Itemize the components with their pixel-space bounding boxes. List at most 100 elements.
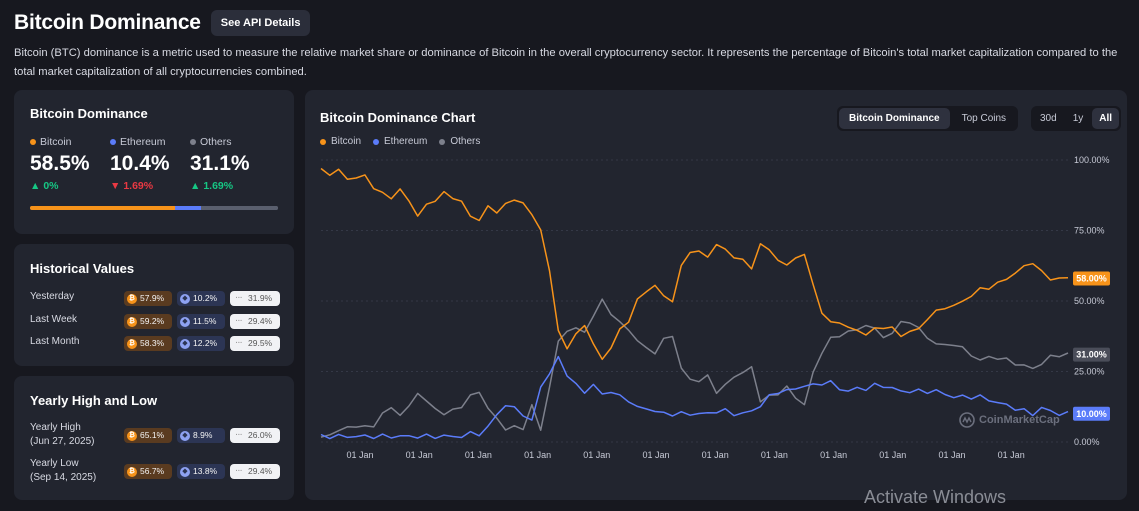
x-tick-label: 01 Jan <box>761 450 788 460</box>
btc-pill: ₿ 59.2% <box>124 314 172 329</box>
ethereum-icon: ◆ <box>180 338 190 349</box>
historical-row: Last Month ₿ 58.3% ◆ 12.2% ··· 29.5% <box>30 336 280 351</box>
eth-pill: ◆ 10.2% <box>177 291 225 306</box>
dominance-chart-card: Bitcoin Dominance Chart Bitcoin Ethereum… <box>305 90 1127 500</box>
chart-title: Bitcoin Dominance Chart <box>320 110 476 125</box>
range-1y[interactable]: 1y <box>1072 113 1084 124</box>
ethereum-icon: ◆ <box>180 316 190 327</box>
see-api-details-button[interactable]: See API Details <box>210 10 311 36</box>
dominance-name: Bitcoin <box>40 136 72 148</box>
btc-value: 58.3% <box>140 338 165 348</box>
chart-view-toggle: Bitcoin Dominance Top Coins <box>837 106 1019 131</box>
watermark-text: CoinMarketCap <box>979 414 1060 426</box>
x-tick-label: 01 Jan <box>406 450 433 460</box>
x-tick-label: 01 Jan <box>465 450 492 460</box>
dominance-change-value: 1.69% <box>123 180 154 192</box>
yearly-row: Yearly High (Jun 27, 2025) ₿ 65.1% ◆ 8.9% … <box>30 421 280 449</box>
others-dot-icon <box>190 139 196 145</box>
bitcoin-icon: ₿ <box>127 293 137 304</box>
btc-pill: ₿ 57.9% <box>124 291 172 306</box>
eth-pill: ◆ 8.9% <box>177 428 225 443</box>
bitcoin-icon: ₿ <box>127 338 137 349</box>
dominance-change-value: 1.69% <box>203 180 234 192</box>
btc-value: 56.7% <box>140 466 165 476</box>
last-value-label: 10.00% <box>1076 409 1107 419</box>
tab-top-coins[interactable]: Top Coins <box>961 113 1007 124</box>
legend-ethereum[interactable]: Ethereum <box>373 136 427 147</box>
historical-row: Yesterday ₿ 57.9% ◆ 10.2% ··· 31.9% <box>30 291 280 306</box>
eth-value: 12.2% <box>193 338 218 348</box>
bitcoin-dot-icon <box>320 138 326 145</box>
dominance-ethereum: Ethereum 10.4% ▼ 1.69% <box>110 136 170 192</box>
legend-label: Bitcoin <box>331 136 362 147</box>
yearly-high-low-card: Yearly High and Low Yearly High (Jun 27,… <box>14 376 294 500</box>
y-tick-label: 75.00% <box>1074 226 1105 236</box>
eth-pill: ◆ 13.8% <box>177 464 225 479</box>
dominance-change-value: 0% <box>43 180 59 192</box>
bitcoin-share-segment <box>30 206 176 210</box>
ellipsis-icon: ··· <box>235 432 243 439</box>
chart-range-toggle: 30d 1y All <box>1031 106 1122 131</box>
dominance-line-chart: 100.00% 75.00% 50.00% 25.00% 0.00% 01 Jan 01 J… <box>320 155 1110 460</box>
historical-row-label: Last Month <box>30 336 80 347</box>
ethereum-dot-icon <box>110 139 116 145</box>
last-value-label: 31.00% <box>1076 350 1107 360</box>
others-value: 31.9% <box>248 293 273 303</box>
range-all[interactable]: All <box>1092 108 1120 129</box>
series-line-bitcoin <box>320 167 1069 361</box>
caret-down-icon: ▼ <box>110 180 121 192</box>
ethereum-dot-icon <box>373 138 380 145</box>
caret-up-icon: ▲ <box>190 180 201 192</box>
others-pill: ··· 29.5% <box>230 336 280 351</box>
legend-label: Ethereum <box>384 136 428 147</box>
ellipsis-icon: ··· <box>235 340 243 347</box>
bitcoin-icon: ₿ <box>127 316 137 327</box>
others-pill: ··· 29.4% <box>230 314 280 329</box>
x-tick-label: 01 Jan <box>702 450 729 460</box>
historical-row: Last Week ₿ 59.2% ◆ 11.5% ··· 29.4% <box>30 314 280 329</box>
dominance-card-title: Bitcoin Dominance <box>30 106 148 121</box>
page-title: Bitcoin Dominance <box>14 11 201 34</box>
btc-value: 57.9% <box>140 293 165 303</box>
activate-windows-overlay: Activate Windows <box>864 487 1007 507</box>
ethereum-share-segment <box>175 206 201 210</box>
x-tick-label: 01 Jan <box>583 450 610 460</box>
dominance-value: 58.5% <box>30 152 90 175</box>
y-tick-label: 100.00% <box>1074 155 1110 165</box>
ethereum-icon: ◆ <box>180 293 190 304</box>
y-tick-label: 25.00% <box>1074 367 1105 377</box>
caret-up-icon: ▲ <box>30 180 41 192</box>
historical-values-title: Historical Values <box>30 261 135 276</box>
btc-pill: ₿ 58.3% <box>124 336 172 351</box>
legend-bitcoin[interactable]: Bitcoin <box>320 136 361 147</box>
eth-value: 13.8% <box>193 466 218 476</box>
eth-value: 8.9% <box>193 430 213 440</box>
dominance-change: ▲ 0% <box>30 180 90 192</box>
others-dot-icon <box>439 138 446 145</box>
tab-bitcoin-dominance[interactable]: Bitcoin Dominance <box>839 108 950 129</box>
eth-pill: ◆ 12.2% <box>177 336 225 351</box>
chart-legend: Bitcoin Ethereum Others <box>320 136 480 147</box>
x-tick-label: 01 Jan <box>820 450 847 460</box>
page-description: Bitcoin (BTC) dominance is a metric used… <box>14 47 1118 78</box>
ethereum-icon: ◆ <box>180 466 190 477</box>
y-tick-label: 50.00% <box>1074 296 1105 306</box>
ellipsis-icon: ··· <box>235 295 243 302</box>
series-line-ethereum <box>320 355 1069 440</box>
historical-row-label: Yesterday <box>30 291 75 302</box>
dominance-name: Others <box>200 136 232 148</box>
historical-row-label: Last Week <box>30 314 78 325</box>
eth-value: 11.5% <box>193 316 217 326</box>
last-value-label: 58.00% <box>1076 273 1107 283</box>
dominance-bitcoin: Bitcoin 58.5% ▲ 0% <box>30 136 90 192</box>
coinmarketcap-watermark: CoinMarketCap <box>959 412 1060 428</box>
others-value: 29.4% <box>248 316 273 326</box>
eth-value: 10.2% <box>193 293 218 303</box>
x-tick-label: 01 Jan <box>642 450 669 460</box>
legend-others[interactable]: Others <box>439 136 480 147</box>
range-30d[interactable]: 30d <box>1040 113 1057 124</box>
dominance-card: Bitcoin Dominance Bitcoin 58.5% ▲ 0% Eth… <box>14 90 294 234</box>
dominance-change: ▼ 1.69% <box>110 180 170 192</box>
ellipsis-icon: ··· <box>235 468 243 475</box>
btc-value: 65.1% <box>140 430 165 440</box>
